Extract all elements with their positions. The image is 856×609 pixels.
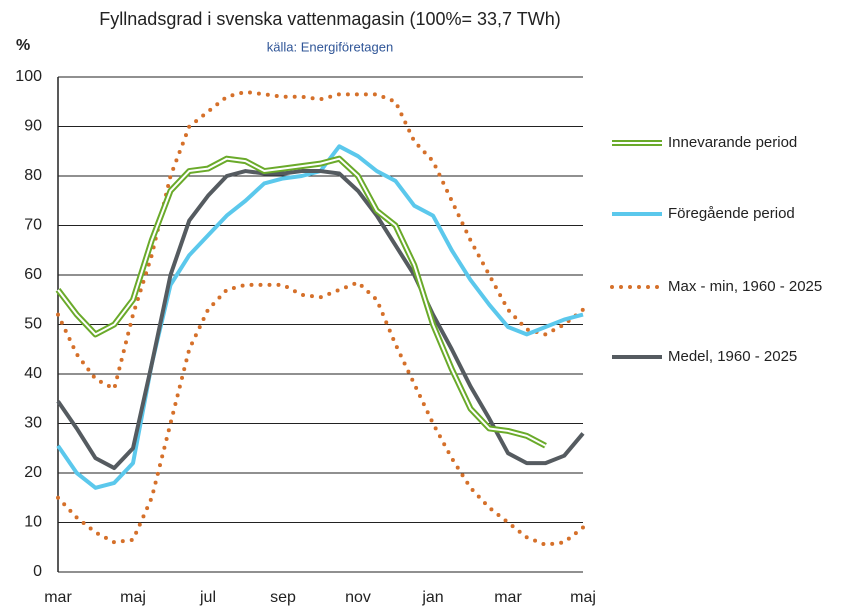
y-tick-label: 40 bbox=[24, 365, 42, 382]
legend-label: Föregående period bbox=[668, 205, 795, 222]
chart-subtitle: källa: Energiföretagen bbox=[267, 39, 393, 54]
x-tick-label: maj bbox=[120, 589, 146, 606]
y-tick-label: 100 bbox=[15, 68, 42, 85]
y-tick-label: 60 bbox=[24, 266, 42, 283]
series-line-low bbox=[56, 280, 585, 547]
x-tick-label: sep bbox=[270, 589, 296, 606]
y-tick-label: 20 bbox=[24, 464, 42, 481]
y-tick-label: 80 bbox=[24, 167, 42, 184]
y-tick-label: 70 bbox=[24, 217, 42, 234]
x-tick-label: jan bbox=[421, 589, 443, 606]
x-tick-label: mar bbox=[44, 589, 72, 606]
y-tick-label: 90 bbox=[24, 118, 42, 135]
y-axis-label: % bbox=[16, 37, 30, 54]
x-tick-label: mar bbox=[494, 589, 522, 606]
legend-label: Innevarande period bbox=[668, 134, 797, 151]
x-tick-label: nov bbox=[345, 589, 371, 606]
x-tick-label: jul bbox=[199, 589, 216, 606]
x-tick-label: maj bbox=[570, 589, 596, 606]
series-line-inner bbox=[57, 157, 546, 447]
y-tick-label: 10 bbox=[24, 514, 42, 531]
y-tick-label: 30 bbox=[24, 415, 42, 432]
y-tick-label: 50 bbox=[24, 316, 42, 333]
legend-label: Max - min, 1960 - 2025 bbox=[668, 278, 822, 295]
series-line bbox=[56, 89, 585, 391]
y-tick-label: 0 bbox=[33, 563, 42, 580]
legend-label: Medel, 1960 - 2025 bbox=[668, 348, 797, 365]
chart-title: Fyllnadsgrad i svenska vattenmagasin (10… bbox=[99, 9, 560, 29]
